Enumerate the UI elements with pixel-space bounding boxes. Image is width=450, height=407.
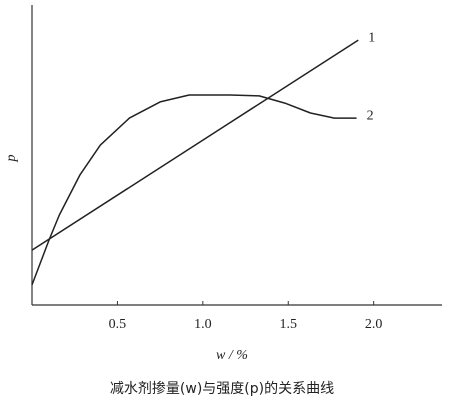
series-label: 1 <box>368 30 375 45</box>
x-tick-label: 1.5 <box>280 317 298 332</box>
x-axis-label: w / % <box>216 348 248 363</box>
y-axis-label: p <box>4 155 19 163</box>
x-tick-label: 2.0 <box>365 317 383 332</box>
line-series <box>31 94 357 286</box>
x-tick-label: 1.0 <box>194 317 212 332</box>
x-tick-label: 0.5 <box>109 317 127 332</box>
series-label: 2 <box>367 108 374 123</box>
line-series <box>31 39 359 251</box>
chart-title: 减水剂掺量(w)与强度(p)的关系曲线 <box>110 380 334 397</box>
